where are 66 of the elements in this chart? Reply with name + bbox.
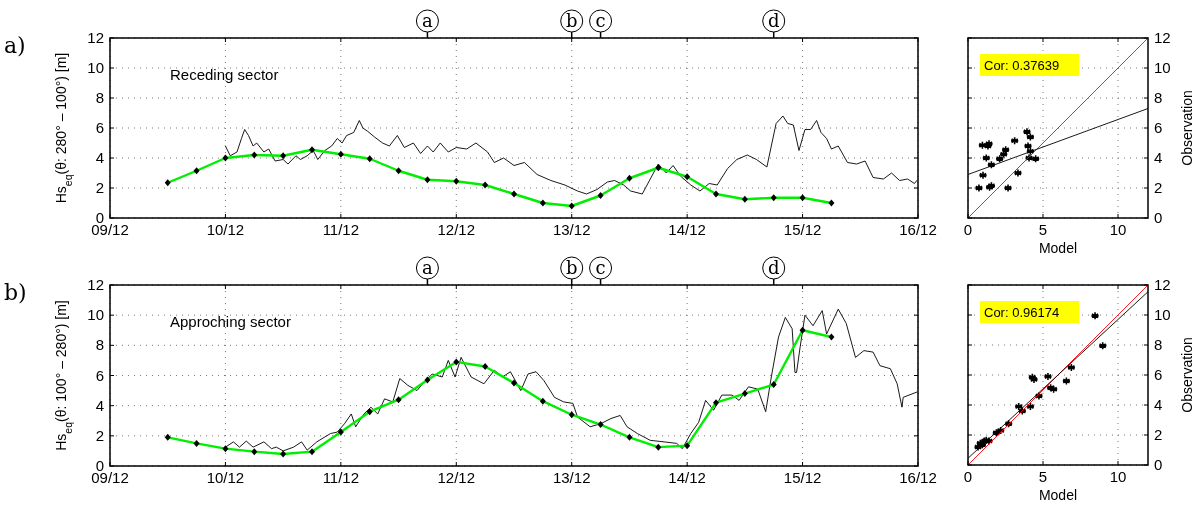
y-tick-label: 2 xyxy=(95,426,104,444)
y-tick-label: 2 xyxy=(1154,179,1163,196)
x-tick-label: 11/12 xyxy=(322,221,360,238)
y-tick-label: 8 xyxy=(1154,89,1163,106)
x-tick-label: 5 xyxy=(1038,221,1048,238)
y-tick-label: 10 xyxy=(87,59,104,76)
y-tick-label: 0 xyxy=(95,209,104,226)
x-tick-label: 10 xyxy=(1109,468,1127,485)
ref-line-label: d xyxy=(767,10,780,31)
x-tick-label: 10/12 xyxy=(206,469,245,486)
y-tick-label: 0 xyxy=(1154,209,1163,226)
chart-title: b) xyxy=(4,280,27,305)
y-tick-label: 10 xyxy=(1154,306,1171,323)
ref-line-label: b xyxy=(565,10,578,31)
x-tick-label: 10/12 xyxy=(206,221,245,238)
y-tick-label: 6 xyxy=(95,366,104,384)
y-tick-label: 10 xyxy=(87,306,104,324)
x-tick-label: 13/12 xyxy=(552,221,591,238)
y-tick-label: 4 xyxy=(1154,396,1163,413)
x-axis-title: Model xyxy=(1038,487,1078,503)
annotation: Cor: 0.96174 xyxy=(984,305,1060,320)
y-tick-label: 2 xyxy=(95,179,104,196)
ref-line-label: a xyxy=(422,10,434,31)
y-tick-label: 4 xyxy=(1154,149,1163,166)
x-tick-label: 5 xyxy=(1038,468,1048,485)
y-tick-label: 0 xyxy=(95,457,104,474)
y-tick-label: 12 xyxy=(87,276,104,293)
ref-line-label: d xyxy=(767,257,780,278)
y-tick-label: 6 xyxy=(95,119,104,136)
x-tick-label: 11/12 xyxy=(322,469,360,486)
x-axis-title: Model xyxy=(1038,240,1078,256)
x-tick-label: 12/12 xyxy=(437,469,476,486)
x-tick-label: 16/12 xyxy=(899,221,937,238)
y-tick-label: 8 xyxy=(95,89,104,106)
y-tick-label: 4 xyxy=(95,396,104,414)
x-tick-label: 12/12 xyxy=(437,221,476,238)
x-tick-label: 0 xyxy=(963,221,973,238)
y-tick-label: 12 xyxy=(87,29,104,46)
y-tick-label: 10 xyxy=(1154,59,1171,76)
x-tick-label: 13/12 xyxy=(552,469,591,486)
y-tick-label: 8 xyxy=(1154,336,1163,353)
x-tick-label: 15/12 xyxy=(783,221,822,238)
ref-line-label: a xyxy=(422,257,434,278)
y-tick-label: 6 xyxy=(1154,119,1163,136)
annotation: Approching sector xyxy=(170,313,291,330)
y-tick-label: 6 xyxy=(1154,366,1163,383)
ref-line-label: c xyxy=(595,10,606,31)
annotation: Cor: 0.37639 xyxy=(984,58,1060,73)
annotation: Receding sector xyxy=(170,66,279,83)
y-tick-label: 8 xyxy=(95,336,104,354)
ref-line-label: c xyxy=(595,257,606,278)
y-tick-label: 12 xyxy=(1154,29,1171,46)
y-axis-title: Observation xyxy=(1179,337,1195,413)
y-tick-label: 4 xyxy=(95,149,104,166)
y-tick-label: 12 xyxy=(1154,276,1171,293)
x-tick-label: 15/12 xyxy=(783,469,822,486)
x-tick-label: 14/12 xyxy=(668,221,706,238)
x-tick-label: 14/12 xyxy=(668,469,706,486)
y-axis-title: Observation xyxy=(1179,90,1195,166)
y-tick-label: 0 xyxy=(1154,456,1163,473)
y-tick-label: 2 xyxy=(1154,426,1163,443)
x-tick-label: 10 xyxy=(1109,221,1127,238)
x-tick-label: 0 xyxy=(963,468,973,485)
ref-line-label: b xyxy=(565,257,578,278)
chart-title: a) xyxy=(4,33,26,58)
x-tick-label: 16/12 xyxy=(899,469,937,486)
